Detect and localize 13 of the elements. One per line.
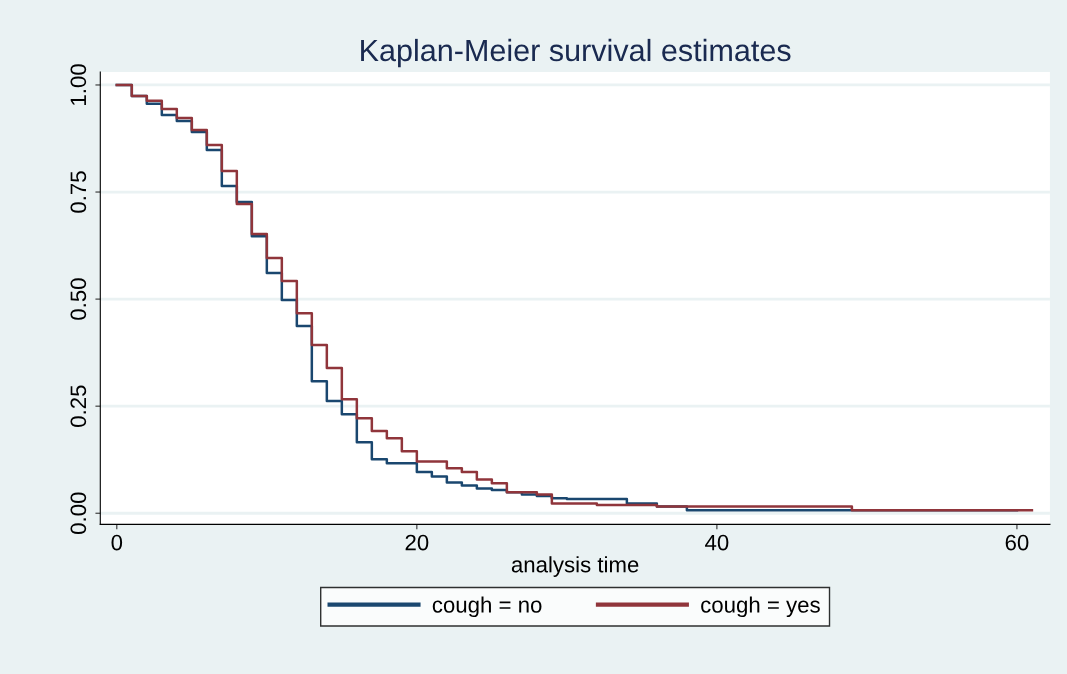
chart-title: Kaplan-Meier survival estimates	[361, 38, 791, 68]
x-tick-label: 20	[405, 534, 429, 551]
x-tick-label: 0	[111, 534, 123, 551]
x-axis-title: analysis time	[511, 556, 639, 577]
x-tick-label: 60	[1005, 534, 1029, 551]
x-tick-label: 40	[705, 534, 729, 551]
legend-label: cough = yes	[701, 596, 820, 618]
y-tick-label: 0.00	[70, 492, 87, 534]
y-tick-label: 0.50	[70, 278, 87, 320]
y-tick-label: 0.75	[70, 171, 87, 213]
y-tick-label: 1.00	[70, 64, 87, 105]
y-tick-label: 0.25	[70, 385, 87, 427]
legend-label: cough = no	[432, 596, 542, 618]
